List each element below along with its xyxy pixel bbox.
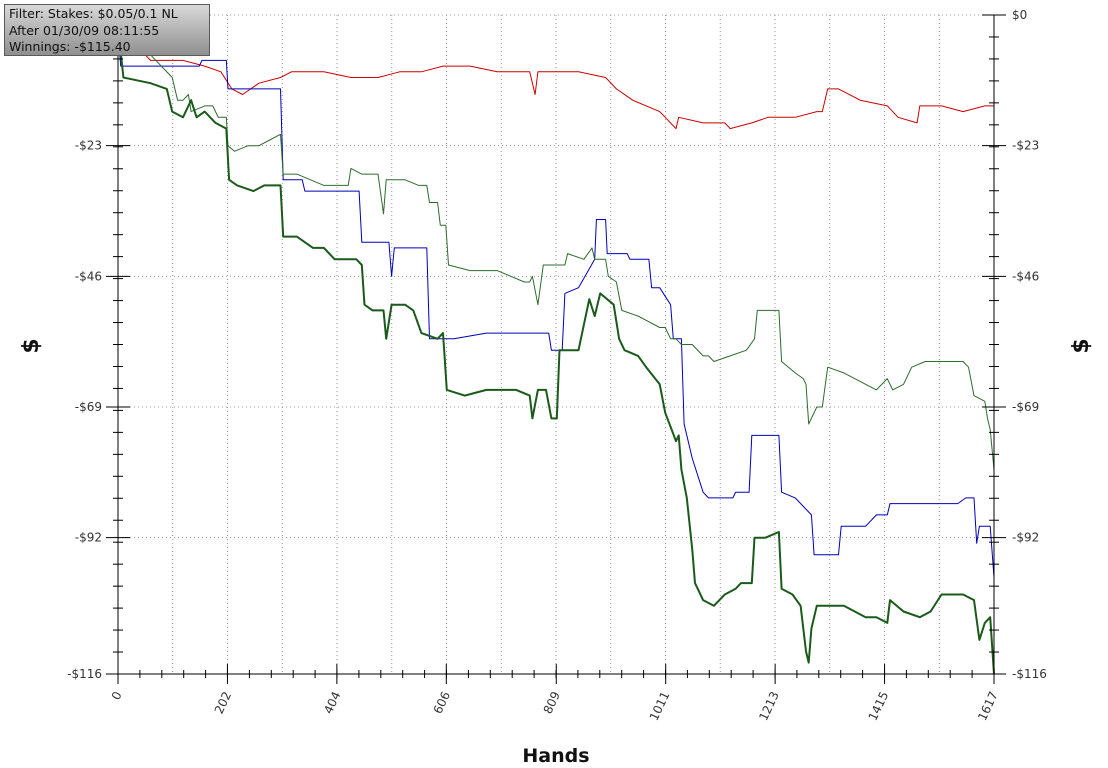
filter-info-box: Filter: Stakes: $0.05/0.1 NL After 01/30… bbox=[4, 4, 210, 56]
y-tick-label-left: -$69 bbox=[75, 400, 102, 414]
x-tick-label: 606 bbox=[431, 689, 453, 716]
series-line-2 bbox=[117, 31, 995, 578]
y-tick-label-right: -$69 bbox=[1012, 400, 1039, 414]
series-line-1 bbox=[117, 26, 994, 130]
series-line-4 bbox=[117, 26, 995, 675]
x-tick-label: 1415 bbox=[866, 689, 892, 723]
y-tick-label-right: -$116 bbox=[1012, 667, 1047, 681]
y-tick-label-left: -$92 bbox=[75, 531, 102, 545]
x-tick-label: 0 bbox=[109, 689, 125, 702]
y-tick-label-left: -$116 bbox=[67, 667, 102, 681]
grid-lines bbox=[118, 14, 994, 675]
y-tick-label-right: -$46 bbox=[1012, 269, 1039, 283]
x-tick-label: 202 bbox=[212, 689, 234, 716]
series-line-3 bbox=[117, 26, 995, 470]
axes: $0$0-$23-$23-$46-$46-$69-$69-$92-$92-$11… bbox=[67, 8, 1047, 723]
x-tick-label: 1213 bbox=[756, 689, 782, 723]
y-tick-label-right: -$92 bbox=[1012, 531, 1039, 545]
y-tick-label-left: -$46 bbox=[75, 269, 102, 283]
y-tick-label-right: $0 bbox=[1012, 8, 1027, 22]
y-axis-title-right: $ bbox=[1069, 338, 1094, 353]
x-axis-title: Hands bbox=[522, 745, 589, 767]
x-tick-label: 1011 bbox=[647, 689, 673, 723]
x-tick-label: 809 bbox=[541, 689, 563, 716]
y-axis-title-left: $ bbox=[19, 338, 44, 353]
winnings-text: Winnings: -$115.40 bbox=[9, 39, 131, 54]
filter-stakes-text: Filter: Stakes: $0.05/0.1 NL bbox=[9, 6, 178, 21]
y-tick-label-right: -$23 bbox=[1012, 139, 1039, 153]
x-tick-label: 1617 bbox=[975, 689, 1001, 723]
series-group bbox=[117, 26, 995, 675]
y-tick-label-left: -$23 bbox=[75, 139, 102, 153]
filter-date-text: After 01/30/09 08:11:55 bbox=[9, 22, 160, 38]
x-tick-label: 404 bbox=[321, 689, 343, 716]
